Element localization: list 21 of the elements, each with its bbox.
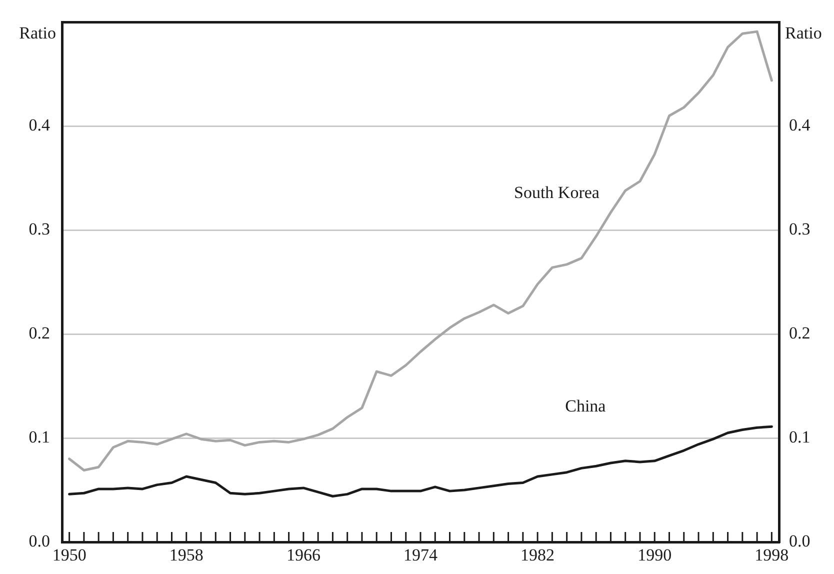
series-label: South Korea (514, 183, 600, 202)
x-tick-label: 1950 (52, 546, 86, 565)
x-tick-label: 1958 (169, 546, 204, 565)
y2-tick-label: 0.4 (789, 116, 811, 135)
x-tick-label: 1998 (754, 546, 789, 565)
x-tick-label: 1982 (520, 546, 555, 565)
y2-tick-label: 0.3 (789, 220, 810, 239)
y-axis-title: Ratio (19, 24, 56, 43)
y2-tick-label: 0.2 (789, 324, 810, 343)
y2-tick-label: 0.1 (789, 428, 810, 447)
y-tick-label: 0.1 (28, 428, 50, 447)
x-tick-label: 1974 (404, 546, 438, 565)
y2-tick-label: 0.0 (789, 531, 810, 550)
y2-axis-title: Ratio (785, 24, 822, 43)
y-tick-label: 0.2 (28, 324, 50, 343)
y-tick-label: 0.4 (28, 116, 50, 135)
y-tick-label: 0.3 (28, 220, 50, 239)
x-tick-label: 1990 (638, 546, 672, 565)
y-tick-label: 0.0 (28, 531, 50, 550)
x-tick-label: 1966 (286, 546, 320, 565)
text: China (565, 396, 606, 416)
